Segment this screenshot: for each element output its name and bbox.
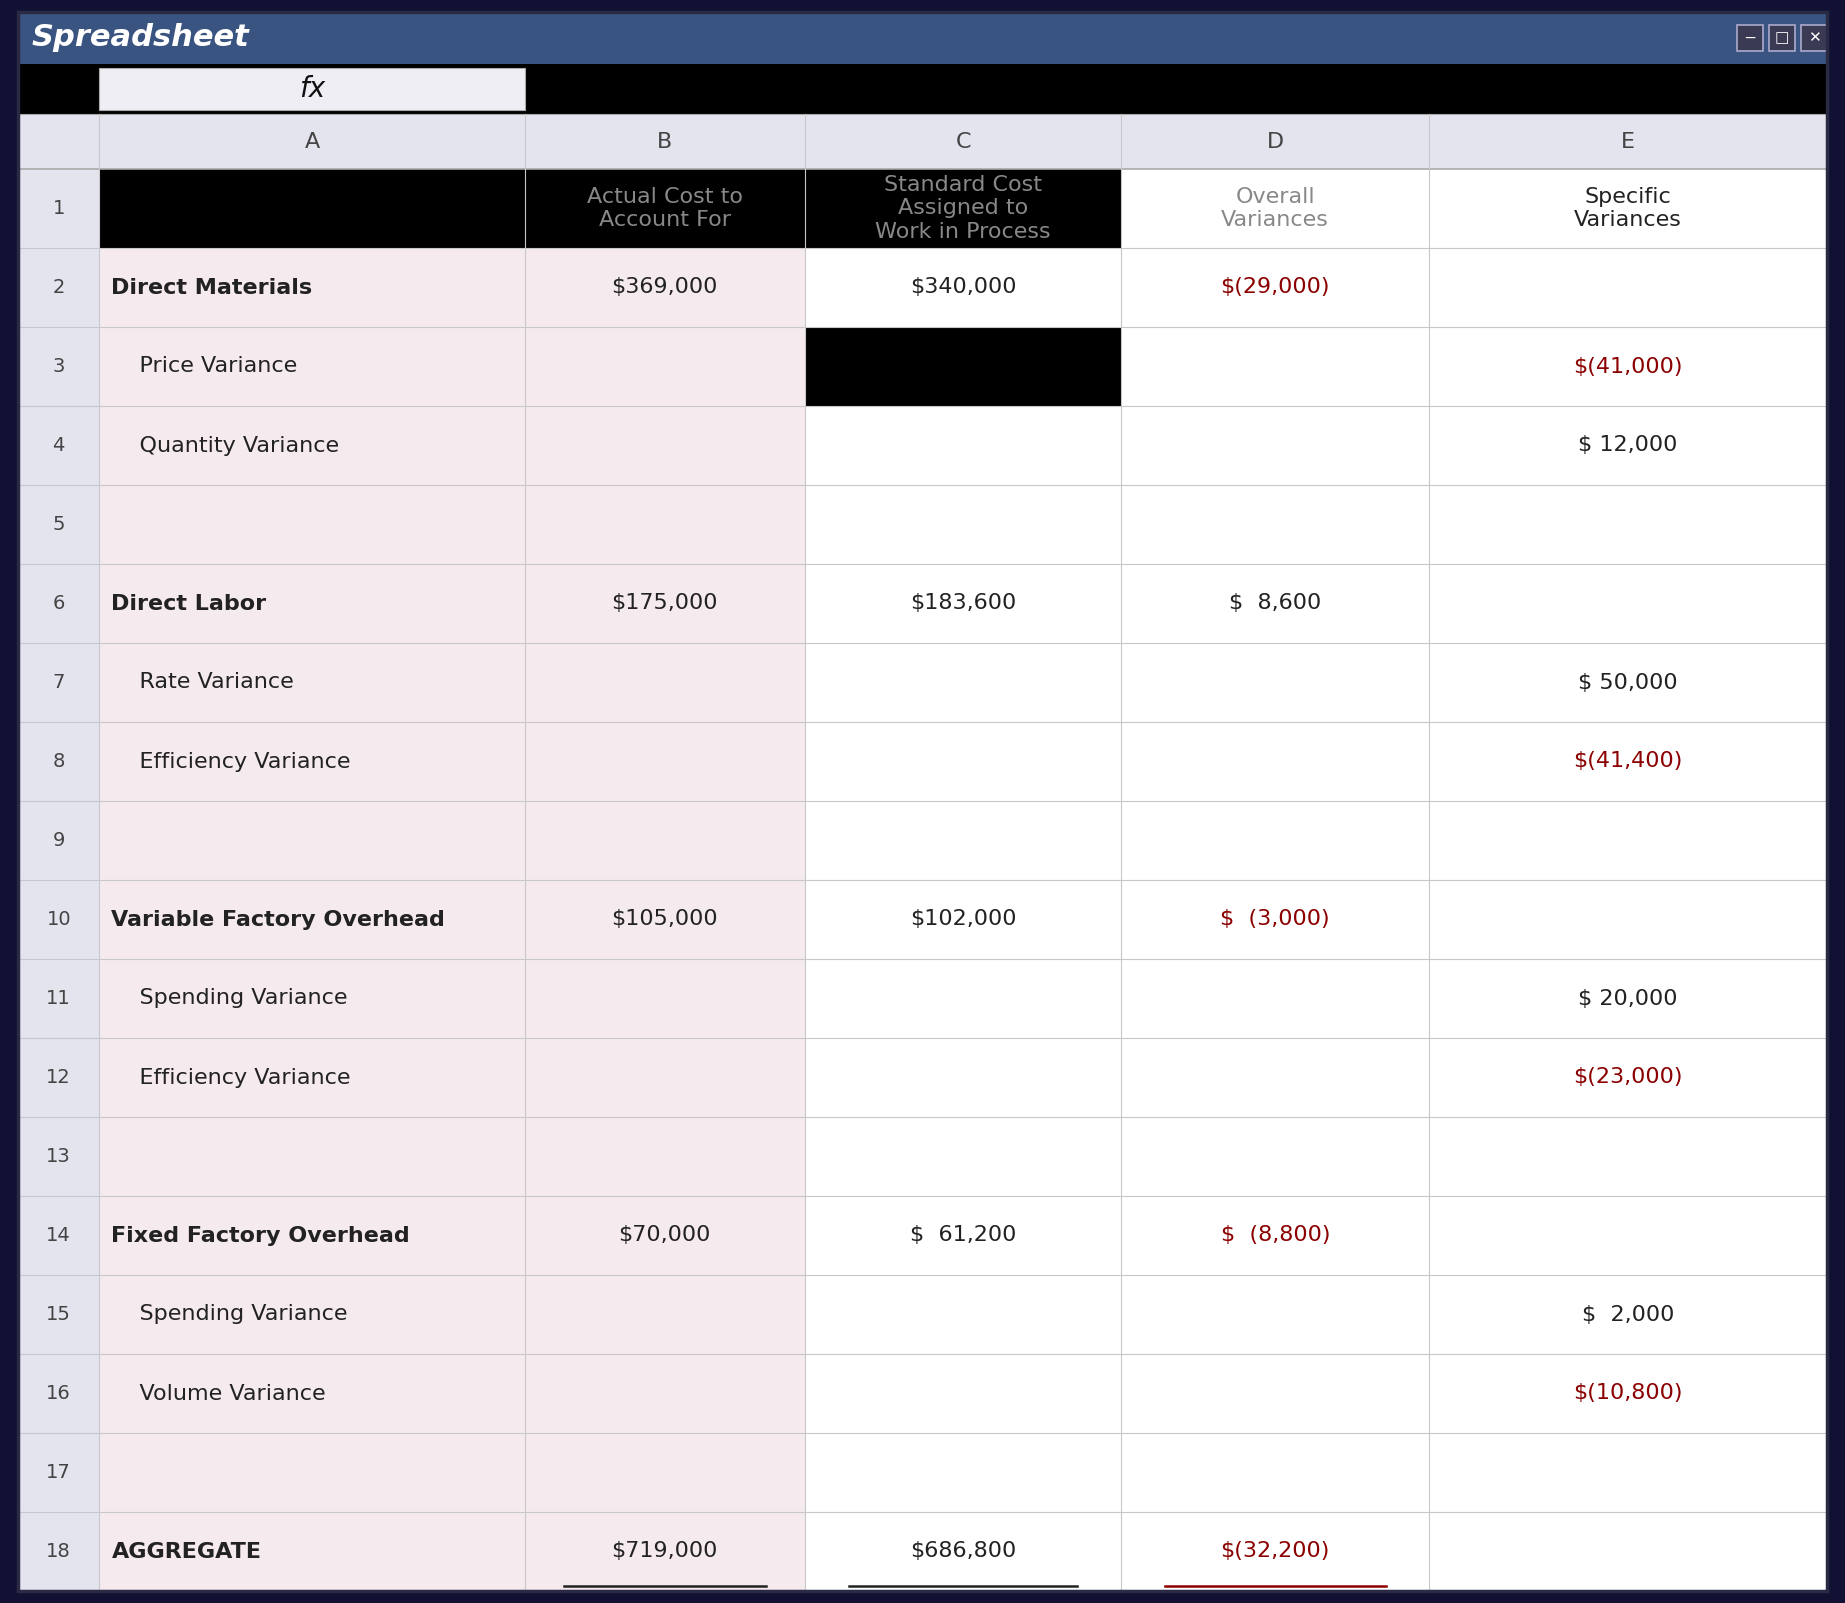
Text: 8: 8 bbox=[52, 752, 65, 771]
Text: B: B bbox=[657, 131, 672, 152]
Text: Overall
Variances: Overall Variances bbox=[1221, 188, 1328, 231]
Text: Price Variance: Price Variance bbox=[111, 356, 297, 377]
Bar bbox=[100, 168, 524, 1592]
Text: $340,000: $340,000 bbox=[910, 277, 1017, 298]
Text: D: D bbox=[1268, 131, 1284, 152]
Text: 7: 7 bbox=[52, 673, 65, 692]
Text: Spending Variance: Spending Variance bbox=[111, 1305, 349, 1324]
Bar bbox=[18, 11, 1827, 64]
Text: Specific
Variances: Specific Variances bbox=[1574, 188, 1683, 231]
Text: $  61,200: $ 61,200 bbox=[910, 1226, 1017, 1246]
Text: Standard Cost
Assigned to
Work in Process: Standard Cost Assigned to Work in Proces… bbox=[875, 175, 1052, 242]
Text: C: C bbox=[956, 131, 970, 152]
Bar bbox=[100, 67, 524, 111]
Text: 16: 16 bbox=[46, 1383, 72, 1403]
Text: □: □ bbox=[1775, 30, 1790, 45]
Text: 18: 18 bbox=[46, 1542, 72, 1561]
Text: $(10,800): $(10,800) bbox=[1574, 1383, 1683, 1404]
Bar bbox=[804, 168, 1122, 248]
Text: Volume Variance: Volume Variance bbox=[111, 1383, 327, 1404]
Text: $(32,200): $(32,200) bbox=[1221, 1542, 1330, 1561]
Text: $(41,400): $(41,400) bbox=[1574, 752, 1683, 771]
FancyBboxPatch shape bbox=[1801, 26, 1827, 51]
Bar bbox=[524, 168, 804, 248]
Bar bbox=[18, 114, 1827, 168]
Text: ─: ─ bbox=[1745, 30, 1755, 45]
Text: $369,000: $369,000 bbox=[611, 277, 718, 298]
Text: $ 50,000: $ 50,000 bbox=[1577, 673, 1677, 692]
Text: $(41,000): $(41,000) bbox=[1574, 356, 1683, 377]
Text: Quantity Variance: Quantity Variance bbox=[111, 436, 339, 455]
Text: $70,000: $70,000 bbox=[618, 1226, 710, 1246]
Text: $183,600: $183,600 bbox=[910, 593, 1017, 614]
Text: Efficiency Variance: Efficiency Variance bbox=[111, 752, 351, 771]
Text: $  8,600: $ 8,600 bbox=[1229, 593, 1321, 614]
Text: 4: 4 bbox=[52, 436, 65, 455]
Text: 12: 12 bbox=[46, 1068, 72, 1087]
Text: E: E bbox=[1622, 131, 1635, 152]
Text: 1: 1 bbox=[52, 199, 65, 218]
Text: Efficiency Variance: Efficiency Variance bbox=[111, 1068, 351, 1087]
Text: fx: fx bbox=[299, 75, 325, 103]
Text: $686,800: $686,800 bbox=[910, 1542, 1017, 1561]
Text: 14: 14 bbox=[46, 1226, 72, 1246]
Text: Actual Cost to
Account For: Actual Cost to Account For bbox=[587, 188, 744, 231]
Text: Variable Factory Overhead: Variable Factory Overhead bbox=[111, 909, 445, 930]
FancyBboxPatch shape bbox=[1736, 26, 1764, 51]
Text: $  (8,800): $ (8,800) bbox=[1221, 1226, 1330, 1246]
Text: 17: 17 bbox=[46, 1464, 72, 1483]
Text: Spending Variance: Spending Variance bbox=[111, 989, 349, 1008]
Text: $102,000: $102,000 bbox=[910, 909, 1017, 930]
Bar bbox=[18, 64, 1827, 114]
Text: 13: 13 bbox=[46, 1148, 72, 1165]
Text: $105,000: $105,000 bbox=[611, 909, 718, 930]
Text: 6: 6 bbox=[52, 595, 65, 612]
Text: Spreadsheet: Spreadsheet bbox=[31, 24, 249, 53]
Text: 5: 5 bbox=[52, 515, 65, 534]
Text: $(29,000): $(29,000) bbox=[1221, 277, 1330, 298]
Text: Rate Variance: Rate Variance bbox=[111, 673, 293, 692]
Text: 11: 11 bbox=[46, 989, 72, 1008]
Bar bbox=[804, 327, 1122, 406]
Text: $  (3,000): $ (3,000) bbox=[1220, 909, 1330, 930]
Text: $175,000: $175,000 bbox=[611, 593, 718, 614]
Bar bbox=[18, 168, 100, 1592]
Text: $ 20,000: $ 20,000 bbox=[1577, 989, 1677, 1008]
Text: $(23,000): $(23,000) bbox=[1574, 1068, 1683, 1087]
Text: $719,000: $719,000 bbox=[611, 1542, 718, 1561]
Text: $  2,000: $ 2,000 bbox=[1581, 1305, 1673, 1324]
Text: 2: 2 bbox=[52, 277, 65, 297]
Text: 10: 10 bbox=[46, 911, 70, 930]
Text: A: A bbox=[304, 131, 319, 152]
Bar bbox=[100, 168, 524, 248]
Text: $ 12,000: $ 12,000 bbox=[1577, 436, 1677, 455]
Text: Fixed Factory Overhead: Fixed Factory Overhead bbox=[111, 1226, 410, 1246]
Text: Direct Materials: Direct Materials bbox=[111, 277, 312, 298]
Text: ✕: ✕ bbox=[1808, 30, 1821, 45]
Text: 15: 15 bbox=[46, 1305, 72, 1324]
Text: AGGREGATE: AGGREGATE bbox=[111, 1542, 262, 1561]
Text: 3: 3 bbox=[52, 357, 65, 377]
FancyBboxPatch shape bbox=[1769, 26, 1795, 51]
Bar bbox=[524, 168, 804, 1592]
Text: 9: 9 bbox=[52, 830, 65, 850]
Text: Direct Labor: Direct Labor bbox=[111, 593, 266, 614]
